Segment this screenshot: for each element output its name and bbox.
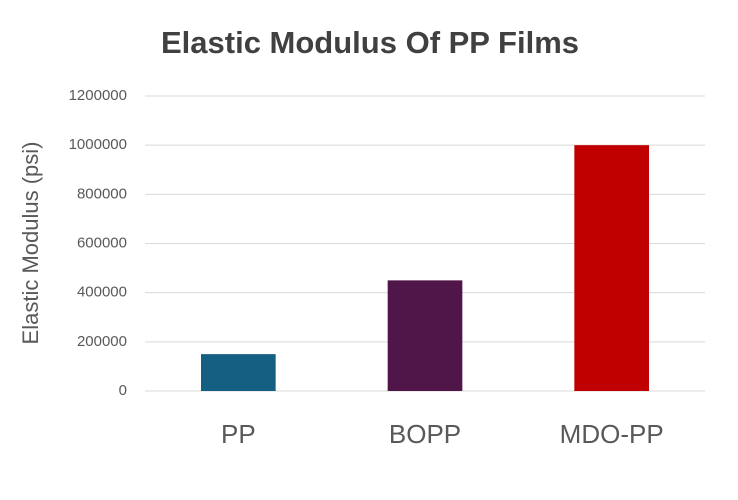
- y-tick-label: 600000: [77, 234, 127, 251]
- y-tick-label: 200000: [77, 333, 127, 350]
- x-tick-label: MDO-PP: [560, 419, 664, 449]
- bar: [201, 354, 276, 391]
- y-tick-label: 1200000: [69, 87, 127, 104]
- y-axis-label: Elastic Modulus (psi): [18, 142, 43, 345]
- y-tick-label: 800000: [77, 185, 127, 202]
- y-tick-label: 400000: [77, 284, 127, 301]
- chart-title: Elastic Modulus Of PP Films: [161, 25, 579, 60]
- bar: [574, 145, 649, 391]
- bar: [387, 280, 463, 391]
- y-tick-label: 1000000: [69, 136, 127, 153]
- y-tick-label: 0: [119, 382, 127, 399]
- x-tick-label: BOPP: [389, 419, 461, 449]
- x-tick-label: PP: [221, 419, 256, 449]
